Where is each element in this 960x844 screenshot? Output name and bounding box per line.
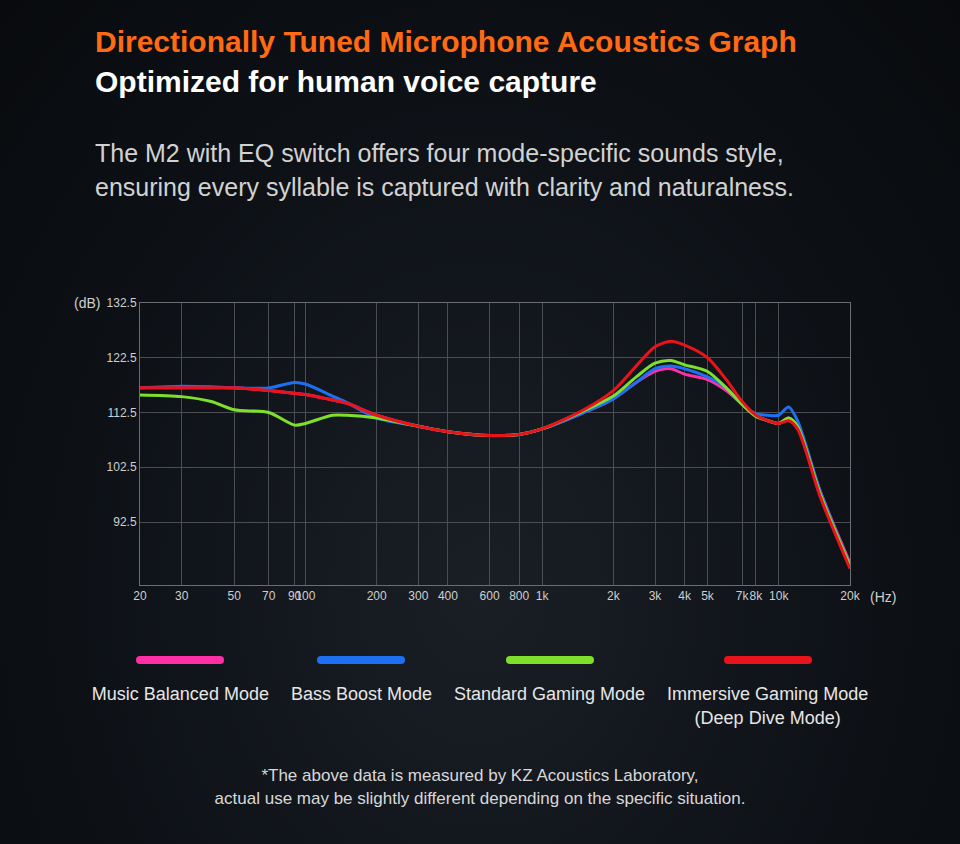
svg-text:1k: 1k xyxy=(536,589,550,603)
svg-text:90: 90 xyxy=(288,589,302,603)
svg-text:400: 400 xyxy=(438,589,458,603)
svg-text:122.5: 122.5 xyxy=(107,351,137,365)
svg-text:300: 300 xyxy=(408,589,428,603)
svg-text:102.5: 102.5 xyxy=(107,460,137,474)
svg-text:(dB): (dB) xyxy=(74,295,100,311)
svg-text:800: 800 xyxy=(509,589,529,603)
svg-text:20k: 20k xyxy=(840,589,860,603)
svg-text:7k: 7k xyxy=(736,589,750,603)
svg-text:2k: 2k xyxy=(607,589,621,603)
svg-text:20: 20 xyxy=(133,589,147,603)
svg-text:100: 100 xyxy=(295,589,315,603)
html-text:Standard Gaming Mode: Standard Gaming Mode xyxy=(454,684,646,704)
svg-text:8k: 8k xyxy=(749,589,763,603)
html-text:actual use may be slightly dif: actual use may be slightly different dep… xyxy=(214,789,746,808)
html-text:Optimized for human voice capt: Optimized for human voice capture xyxy=(95,65,597,98)
svg-text:10k: 10k xyxy=(769,589,789,603)
html-text:The M2 with EQ switch offers f: The M2 with EQ switch offers four mode-s… xyxy=(95,139,794,201)
html-text:Bass Boost Mode: Bass Boost Mode xyxy=(290,684,432,704)
svg-text:200: 200 xyxy=(367,589,387,603)
svg-text:70: 70 xyxy=(262,589,276,603)
svg-text:112.5: 112.5 xyxy=(107,406,136,420)
svg-text:4k: 4k xyxy=(678,589,692,603)
html-text:Music Balanced Mode: Music Balanced Mode xyxy=(91,684,269,704)
svg-text:5k: 5k xyxy=(701,589,715,603)
svg-text:(Hz): (Hz) xyxy=(870,589,896,605)
svg-text:92.5: 92.5 xyxy=(113,515,137,529)
svg-text:600: 600 xyxy=(480,589,500,603)
html-text:*The above data is measured by: *The above data is measured by KZ Acoust… xyxy=(261,766,699,785)
html-text:Immersive Gaming Mode (Deep Di: Immersive Gaming Mode (Deep Dive Mode) xyxy=(667,684,869,728)
svg-text:30: 30 xyxy=(175,589,189,603)
svg-text:50: 50 xyxy=(228,589,242,603)
svg-text:132.5: 132.5 xyxy=(107,296,137,310)
html-text:Directionally Tuned Microphone: Directionally Tuned Microphone Acoustics… xyxy=(95,25,797,58)
svg-text:3k: 3k xyxy=(649,589,663,603)
